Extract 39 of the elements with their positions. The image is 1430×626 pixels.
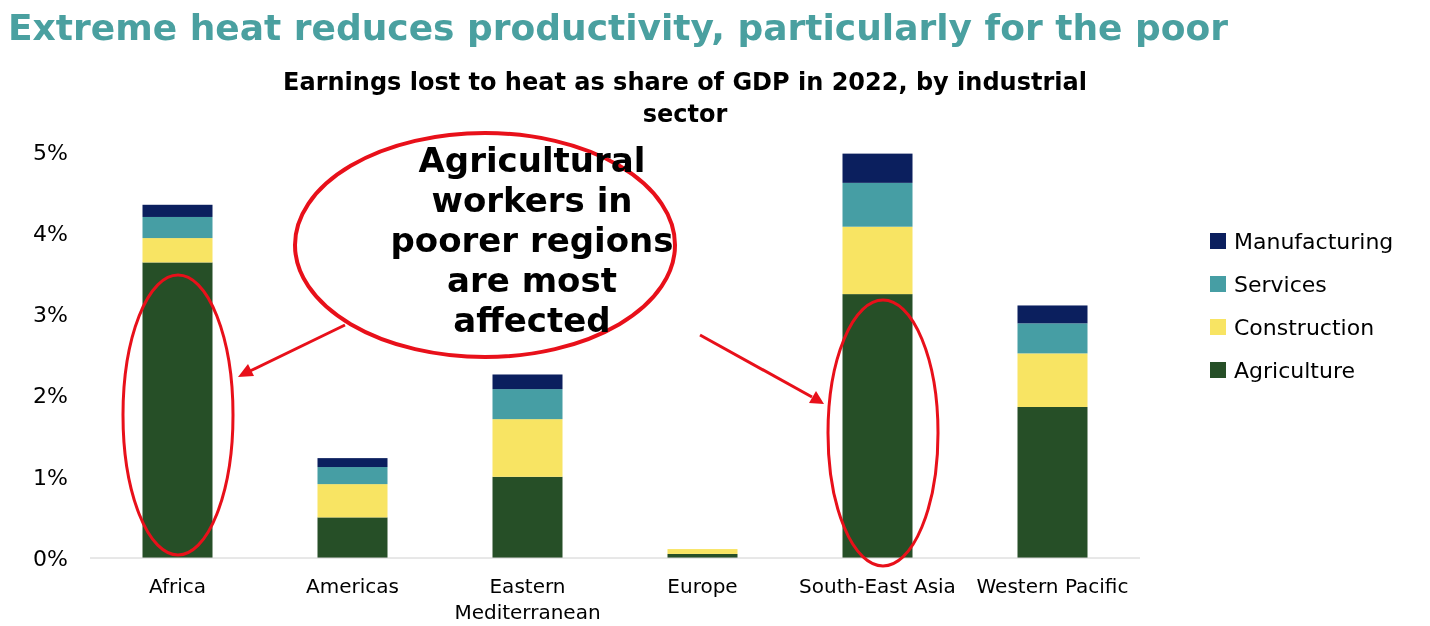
bar xyxy=(667,549,738,554)
bar xyxy=(142,204,213,217)
bar xyxy=(317,484,388,518)
bar xyxy=(1017,353,1088,407)
y-tick-label: 3% xyxy=(33,302,68,328)
bar xyxy=(1017,406,1088,558)
chart-title: Extreme heat reduces productivity, particularly for the poor xyxy=(8,7,1229,48)
x-tick-label: Eastern Mediterranean xyxy=(454,574,601,624)
y-tick-label: 0% xyxy=(33,545,68,571)
bar xyxy=(142,238,213,263)
bar xyxy=(317,467,388,485)
y-tick-label: 2% xyxy=(33,383,68,409)
legend-label: Agriculture xyxy=(1234,357,1355,383)
bar xyxy=(492,476,563,558)
bar xyxy=(142,262,213,558)
bar xyxy=(842,182,913,227)
bar xyxy=(492,374,563,390)
legend-label: Construction xyxy=(1234,314,1375,340)
x-tick-label: Western Pacific xyxy=(976,574,1129,598)
y-tick-label: 4% xyxy=(33,220,68,246)
bar xyxy=(1017,305,1088,324)
x-tick-label: Americas xyxy=(306,574,399,598)
chart-subtitle: Earnings lost to heat as share of GDP in 2022, by industrial sector xyxy=(283,68,1087,128)
legend-label: Manufacturing xyxy=(1234,228,1394,254)
bar xyxy=(842,153,913,183)
x-tick-label: Africa xyxy=(148,574,207,598)
x-tick-label: Europe xyxy=(667,574,738,598)
legend-label: Services xyxy=(1234,271,1327,297)
bar xyxy=(317,458,388,468)
x-tick-label: South-East Asia xyxy=(799,574,956,598)
y-tick-label: 5% xyxy=(33,139,68,165)
bar xyxy=(842,294,913,558)
bar xyxy=(142,216,213,239)
bar xyxy=(1017,323,1088,354)
bar xyxy=(492,389,563,420)
bar xyxy=(492,419,563,477)
bar xyxy=(842,226,913,295)
y-tick-label: 1% xyxy=(33,464,68,490)
bar xyxy=(317,517,388,558)
